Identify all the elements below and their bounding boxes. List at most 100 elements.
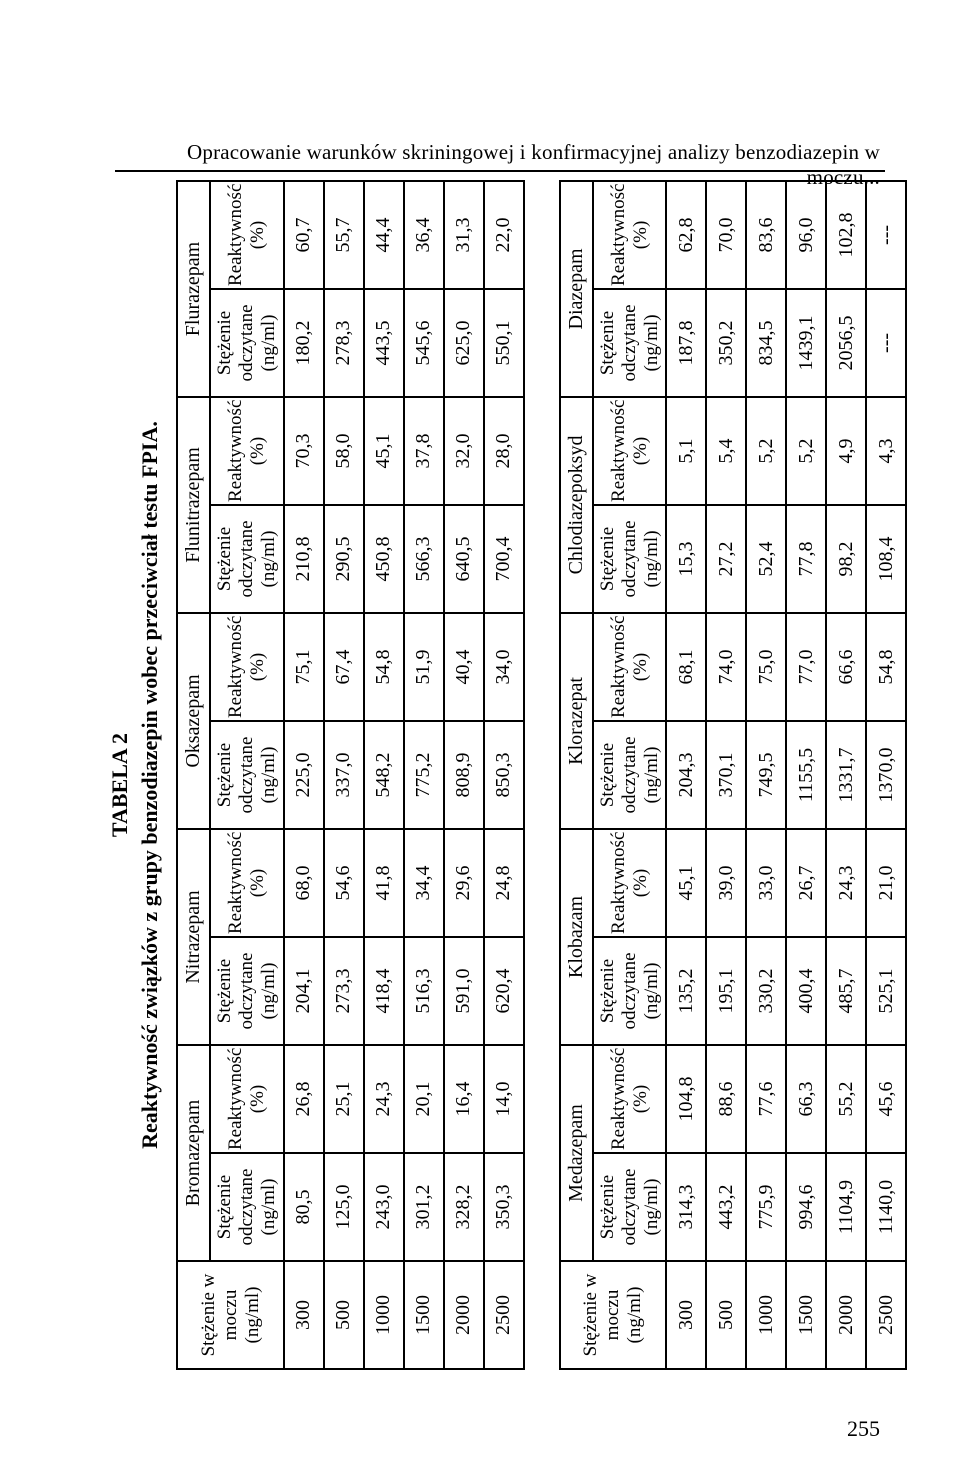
drug-header: Klorazepat [560,613,593,829]
sub-conc: Stężenieodczytane(ng/ml) [593,1153,667,1261]
sub-react: Reaktywność(%) [210,613,284,721]
cell-react: 28,0 [484,397,524,505]
cell-react: 66,6 [826,613,866,721]
cell-react: 74,0 [706,613,746,721]
cell-react: 77,6 [746,1045,786,1153]
cell-conc: --- [866,289,906,397]
conc-level: 1000 [746,1261,786,1369]
conc-level: 2000 [444,1261,484,1369]
cell-conc: 314,3 [666,1153,706,1261]
cell-react: 44,4 [364,181,404,289]
cell-react: 83,6 [746,181,786,289]
cell-react: 5,2 [746,397,786,505]
sub-conc: Stężenieodczytane(ng/ml) [210,505,284,613]
conc-level: 1500 [786,1261,826,1369]
cell-conc: 1370,0 [866,721,906,829]
cell-conc: 850,3 [484,721,524,829]
cell-react: 41,8 [364,829,404,937]
cell-react: 58,0 [324,397,364,505]
sub-react: Reaktywność(%) [593,397,667,505]
cell-conc: 125,0 [324,1153,364,1261]
cell-react: 45,1 [364,397,404,505]
cell-conc: 290,5 [324,505,364,613]
cell-react: 67,4 [324,613,364,721]
cell-react: 68,0 [284,829,324,937]
cell-react: 75,1 [284,613,324,721]
cell-conc: 443,2 [706,1153,746,1261]
cell-react: 51,9 [404,613,444,721]
conc-level: 500 [706,1261,746,1369]
cell-react: 34,0 [484,613,524,721]
cell-conc: 108,4 [866,505,906,613]
table-1-body: 30080,526,8204,168,0225,075,1210,870,318… [284,181,524,1369]
cell-conc: 243,0 [364,1153,404,1261]
sub-react: Reaktywność(%) [210,1045,284,1153]
table-caption: TABELA 2 Reaktywność związków z grupy be… [105,200,164,1370]
sub-conc: Stężenieodczytane(ng/ml) [210,1153,284,1261]
cell-conc: 204,1 [284,937,324,1045]
cell-conc: 808,9 [444,721,484,829]
sub-conc: Stężenieodczytane(ng/ml) [210,721,284,829]
cell-conc: 135,2 [666,937,706,1045]
cell-react: 62,8 [666,181,706,289]
sub-react: Reaktywność(%) [593,1045,667,1153]
cell-conc: 273,3 [324,937,364,1045]
table-row: 30080,526,8204,168,0225,075,1210,870,318… [284,181,324,1369]
cell-react: 66,3 [786,1045,826,1153]
drug-header: Diazepam [560,181,593,397]
cell-react: 102,8 [826,181,866,289]
drug-header: Flunitrazepam [177,397,210,613]
cell-conc: 640,5 [444,505,484,613]
cell-react: 4,9 [826,397,866,505]
cell-react: 22,0 [484,181,524,289]
sub-conc: Stężenieodczytane(ng/ml) [593,721,667,829]
cell-react: 32,0 [444,397,484,505]
cell-conc: 1140,0 [866,1153,906,1261]
cell-react: 77,0 [786,613,826,721]
cell-conc: 566,3 [404,505,444,613]
cell-react: 29,6 [444,829,484,937]
cell-react: 5,1 [666,397,706,505]
cell-conc: 204,3 [666,721,706,829]
cell-react: 54,8 [866,613,906,721]
cell-conc: 210,8 [284,505,324,613]
cell-react: 54,8 [364,613,404,721]
row-header-l2: moczu [220,1290,241,1341]
cell-conc: 620,4 [484,937,524,1045]
cell-react: 20,1 [404,1045,444,1153]
table-2: Stężenie w moczu (ng/ml) Medazepam Kloba… [559,180,908,1370]
cell-react: 4,3 [866,397,906,505]
sub-conc: Stężenieodczytane(ng/ml) [210,289,284,397]
sub-conc: Stężenieodczytane(ng/ml) [593,289,667,397]
cell-conc: 330,2 [746,937,786,1045]
table-2-body: 300314,3104,8135,245,1204,368,115,35,118… [666,181,906,1369]
sub-react: Reaktywność(%) [210,829,284,937]
table-row: 1000775,977,6330,233,0749,575,052,45,283… [746,181,786,1369]
cell-conc: 15,3 [666,505,706,613]
cell-conc: 225,0 [284,721,324,829]
sub-react: Reaktywność(%) [593,181,667,289]
cell-conc: 1331,7 [826,721,866,829]
cell-conc: 625,0 [444,289,484,397]
cell-conc: 350,2 [706,289,746,397]
cell-react: 39,0 [706,829,746,937]
cell-conc: 27,2 [706,505,746,613]
cell-conc: 1439,1 [786,289,826,397]
cell-conc: 994,6 [786,1153,826,1261]
cell-conc: 77,8 [786,505,826,613]
cell-conc: 52,4 [746,505,786,613]
cell-conc: 195,1 [706,937,746,1045]
row-header-l2: moczu [602,1290,623,1341]
cell-conc: 180,2 [284,289,324,397]
conc-level: 500 [324,1261,364,1369]
sub-conc: Stężenieodczytane(ng/ml) [593,937,667,1045]
cell-conc: 545,6 [404,289,444,397]
drug-header: Klobazam [560,829,593,1045]
cell-conc: 370,1 [706,721,746,829]
table-row: 500125,025,1273,354,6337,067,4290,558,02… [324,181,364,1369]
cell-conc: 337,0 [324,721,364,829]
conc-level: 2000 [826,1261,866,1369]
table-row: 1500301,220,1516,334,4775,251,9566,337,8… [404,181,444,1369]
row-header: Stężenie w moczu (ng/ml) [560,1261,667,1369]
cell-react: 45,6 [866,1045,906,1153]
